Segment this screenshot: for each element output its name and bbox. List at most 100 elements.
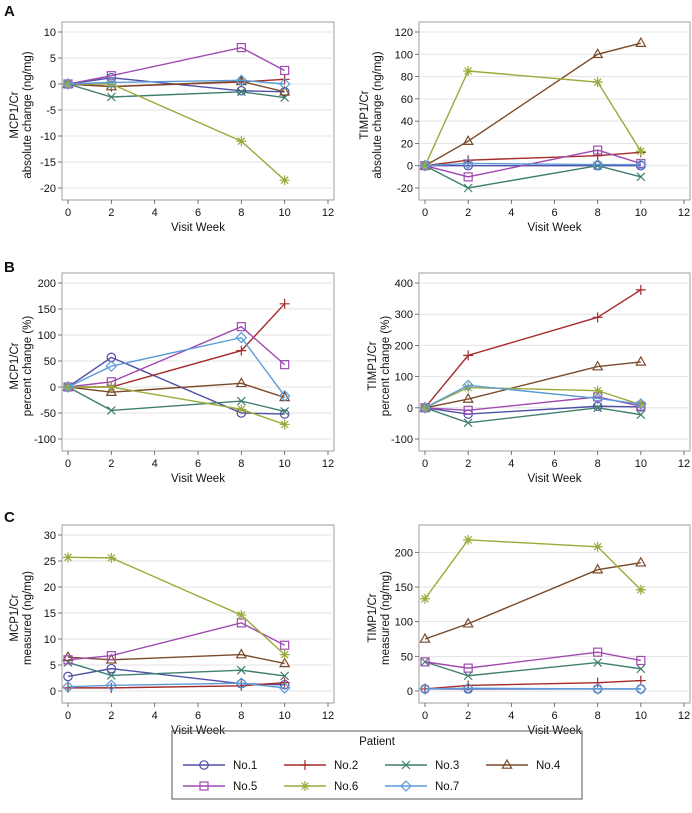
y-tick-label: 0 <box>407 686 413 698</box>
legend-entry-no4: No.4 <box>486 758 561 772</box>
chart-A-right: -20 0 20 40 60 80 100 120 0 2 4 6 8 10 12 Visit Week TIM… <box>359 21 691 234</box>
series-line-no3 <box>67 386 285 413</box>
series-line-no6 <box>68 386 285 426</box>
y-tick-label: 5 <box>50 53 56 65</box>
series-line-no5 <box>67 325 286 388</box>
y-tick-label: -100 <box>391 434 413 446</box>
plot-frame <box>61 272 335 452</box>
series-no2 <box>63 298 290 392</box>
x-tick-label: 12 <box>678 207 690 219</box>
data-point-no6 <box>279 649 290 660</box>
data-point-no7 <box>278 78 291 90</box>
y-tick-label: 80 <box>401 72 413 84</box>
data-point-no3 <box>106 92 116 102</box>
data-point-no5 <box>463 663 473 673</box>
data-point-no6 <box>592 385 603 396</box>
x-tick-label: 2 <box>465 458 471 470</box>
series-line-no3 <box>67 83 285 99</box>
data-point-no5 <box>63 655 73 665</box>
series-line-no2 <box>424 679 641 690</box>
series-no3 <box>420 403 646 428</box>
data-point-no4 <box>235 377 247 388</box>
data-point-no5 <box>280 65 290 76</box>
x-axis-title: Visit Week <box>528 222 582 234</box>
data-point-no3 <box>593 403 603 413</box>
y-tick-label: 50 <box>401 651 413 663</box>
y-tick-label: 0 <box>50 382 56 394</box>
x-tick-label: 2 <box>108 710 114 722</box>
data-point-no6 <box>106 382 117 392</box>
y-axis-title: TIMP1/Cr <box>367 341 379 390</box>
data-point-no4 <box>592 48 604 59</box>
legend-marker-no2 <box>300 760 310 770</box>
series-line-no5 <box>67 622 285 661</box>
data-point-no5 <box>420 657 430 667</box>
x-tick-label: 12 <box>322 710 334 722</box>
series-no5 <box>420 647 646 673</box>
x-tick-label: 2 <box>108 207 114 219</box>
x-axis-title: Visit Week <box>528 473 582 485</box>
x-tick-label: 0 <box>65 458 71 470</box>
y-tick-label: 400 <box>395 278 413 290</box>
series-line-no4 <box>67 382 285 399</box>
legend-title: Patient <box>359 736 396 748</box>
series-line-no2 <box>424 289 642 409</box>
data-point-no5 <box>593 145 603 155</box>
legend-marker-no7 <box>400 780 412 792</box>
series-no7 <box>419 157 647 172</box>
data-point-no6 <box>106 552 117 563</box>
legend-marker-no1 <box>199 760 209 770</box>
data-point-no3 <box>463 183 473 193</box>
y-tick-label: 100 <box>38 330 56 342</box>
legend-entry-no6: No.6 <box>284 781 358 793</box>
data-point-no7 <box>105 679 118 692</box>
legend-entry-no7: No.7 <box>385 780 459 793</box>
x-tick-label: 0 <box>422 458 428 470</box>
legend-entry-no3: No.3 <box>385 760 459 772</box>
series-line-no6 <box>424 539 642 600</box>
x-tick-label: 0 <box>65 207 71 219</box>
data-point-no6 <box>463 382 474 393</box>
y-tick-label: 0 <box>407 161 413 173</box>
series-line-no4 <box>67 653 285 665</box>
data-point-no7 <box>462 379 475 392</box>
data-point-no4 <box>635 355 647 366</box>
data-point-no5 <box>236 322 246 332</box>
y-tick-label: -50 <box>40 408 56 420</box>
y-tick-label: 120 <box>395 27 413 39</box>
y-tick-label: 150 <box>395 582 413 594</box>
legend-label: No.4 <box>536 760 561 772</box>
x-tick-label: 0 <box>65 710 71 722</box>
series-line-no5 <box>67 46 285 85</box>
data-point-no6 <box>420 593 430 604</box>
series-line-no3 <box>424 164 642 189</box>
x-tick-label: 12 <box>678 458 690 470</box>
data-point-no7 <box>634 158 647 171</box>
y-axis-title: measured (ng/mg) <box>22 571 34 665</box>
series-no6 <box>63 552 290 660</box>
series-line-no7 <box>67 682 285 689</box>
data-point-no2 <box>592 312 603 323</box>
chart-B-left: -100 -50 0 50 100 150 200 0 2 4 6 8 10 12 Visit Week MC… <box>9 272 335 485</box>
data-point-no6 <box>63 552 73 563</box>
y-axis-title: percent change (%) <box>380 316 392 417</box>
data-point-no5 <box>280 360 290 370</box>
x-tick-label: 2 <box>465 710 471 722</box>
data-point-no7 <box>462 682 475 695</box>
panel-letter-c: C <box>4 509 15 526</box>
series-line-no3 <box>67 661 285 677</box>
data-point-no7 <box>591 158 604 171</box>
y-tick-label: 0 <box>50 79 56 91</box>
data-point-no7 <box>419 401 431 414</box>
data-point-no4 <box>235 648 247 659</box>
legend-label: No.1 <box>233 760 257 772</box>
data-point-no7 <box>105 76 118 89</box>
x-tick-label: 4 <box>152 710 158 722</box>
x-tick-label: 2 <box>465 207 471 219</box>
y-axis-title: percent change (%) <box>22 316 34 417</box>
series-line-no6 <box>68 83 286 181</box>
series-no2 <box>63 677 290 693</box>
